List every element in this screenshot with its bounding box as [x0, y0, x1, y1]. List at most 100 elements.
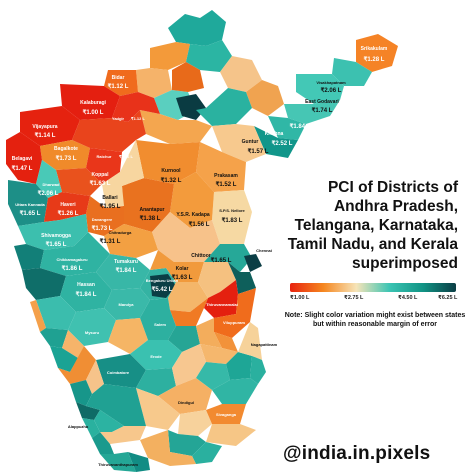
value-dharwad: ₹2.06 L — [38, 190, 59, 197]
value-guntur: ₹1.57 L — [248, 148, 269, 155]
value-davangere: ₹1.73 L — [92, 225, 113, 232]
label-ballari: Ballari — [102, 195, 118, 201]
region-chamarajanagar — [108, 318, 148, 354]
region-anantapur — [122, 178, 174, 232]
legend-ticks: ₹1.00 L ₹2.75 L ₹4.50 L ₹6.25 L — [286, 295, 462, 307]
region-chitradurga — [104, 224, 158, 258]
region-kannur — [40, 328, 68, 348]
value-hassan: ₹1.84 L — [76, 291, 97, 298]
value-chikkamagaluru: ₹1.86 L — [62, 265, 83, 272]
region-kalaburagi — [60, 84, 120, 120]
region-guntur — [212, 124, 266, 162]
author-handle: @india.in.pixels — [283, 443, 431, 464]
region-mandya — [104, 288, 150, 320]
value-haveri: ₹1.26 L — [58, 210, 79, 217]
value-bagalkote: ₹1.73 L — [56, 155, 77, 162]
label-chitradurga: Chitradurga — [109, 230, 132, 235]
region-visakhapatnam — [296, 74, 344, 104]
region-east-godavari — [284, 100, 340, 124]
region-koppal — [86, 148, 122, 184]
region-shivamogga — [18, 214, 88, 250]
region-vizianagaram — [332, 58, 372, 86]
region-thiruvarur — [250, 356, 266, 384]
label-tumakuru: Tumakuru — [114, 259, 138, 265]
value-shivamogga: ₹1.65 L — [46, 241, 67, 248]
label-chikkamagaluru: Chikkamagaluru — [56, 257, 88, 262]
region-coimbatore — [96, 354, 146, 388]
region-perambalur — [196, 318, 222, 348]
region-ariyalur — [200, 344, 238, 364]
label-coimbatore: Coimbatore — [107, 370, 130, 375]
region-dharwad — [36, 160, 62, 198]
region-thoothukudi — [192, 442, 222, 464]
value-bidar: ₹1.12 L — [108, 83, 129, 90]
label-hassan: Hassan — [77, 282, 95, 288]
label-dharwad: Dharwad — [43, 182, 60, 187]
region-virudhunagar — [168, 430, 206, 456]
region-kollam — [92, 432, 114, 454]
label-bagalkote: Bagalkote — [54, 146, 78, 152]
region-nellore — [212, 190, 252, 244]
region-nagapattinam — [238, 322, 262, 360]
label-koppal: Koppal — [92, 172, 110, 178]
value-kalaburagi: ₹1.00 L — [83, 109, 104, 116]
region-sangareddy — [172, 62, 204, 92]
region-west-godavari — [268, 116, 306, 140]
legend-tick-2: ₹2.75 L — [344, 295, 364, 301]
region-pathanamthitta — [100, 426, 146, 444]
label-uttara-kannada: Uttara Kannada — [15, 202, 45, 207]
region-khammam — [246, 80, 284, 116]
value-kurnool: ₹1.32 L — [161, 177, 182, 184]
value-prakasam: ₹1.52 L — [216, 181, 237, 188]
label-thiruvananthapuram: Thiruvananthapuram — [98, 462, 138, 467]
region-kottayam — [94, 410, 124, 432]
region-ernakulam — [76, 402, 100, 420]
label-viluppuram: Viluppuram — [223, 320, 245, 325]
region-chittoor — [152, 212, 220, 262]
value-kolar: ₹1.63 L — [172, 274, 193, 281]
region-belagavi — [6, 132, 42, 184]
region-medak — [136, 68, 172, 98]
label-guntur: Guntur — [242, 139, 259, 145]
region-thanjavur — [226, 352, 252, 380]
label-erode: Erode — [150, 354, 162, 359]
region-karimnagar — [186, 40, 232, 72]
region-salem — [140, 298, 176, 340]
region-hassan — [60, 272, 112, 312]
value-uttara-kannada: ₹1.65 L — [20, 210, 41, 217]
region-davangere — [86, 196, 124, 236]
region-namakkal — [168, 326, 200, 352]
region-chikkamagaluru — [40, 232, 110, 276]
label-shivamogga: Shivamogga — [41, 233, 71, 239]
region-chennai — [244, 254, 262, 272]
label-nellore: S.P.S. Nellore — [219, 208, 245, 213]
label-kurnool: Kurnool — [161, 168, 181, 174]
label-kalaburagi: Kalaburagi — [80, 100, 106, 106]
region-haveri — [44, 192, 90, 222]
region-prakasam — [196, 142, 246, 192]
label-visakhapatnam: Visakhapatnam — [316, 80, 346, 85]
region-tumakuru — [96, 254, 150, 290]
label-east-godavari: East Godavari — [305, 99, 339, 105]
label-mandya: Mandya — [119, 302, 135, 307]
value-chittoor: ₹1.65 L — [211, 257, 232, 264]
disclaimer-note: Note: Slight color variation might exist… — [284, 312, 466, 328]
legend-gradient-bar — [290, 283, 456, 292]
value-vijayapura: ₹1.14 L — [35, 132, 56, 139]
region-thiruvannamalai — [204, 280, 238, 318]
legend-tick-4: ₹6.25 L — [438, 295, 458, 301]
region-theni — [136, 388, 180, 430]
region-adilabad — [168, 10, 226, 46]
label-mysuru: Mysuru — [85, 330, 100, 335]
label-sivaganga: Sivaganga — [216, 412, 237, 417]
region-srikakulam — [356, 34, 398, 72]
region-kadapa — [170, 172, 214, 228]
label-krishna: Krishna — [265, 131, 284, 137]
region-kolar — [150, 250, 204, 282]
region-kurnool — [136, 140, 200, 184]
label-srikakulam: Srikakulam — [361, 46, 388, 52]
region-tiruchirappalli — [196, 362, 230, 390]
region-vellore — [198, 262, 236, 298]
region-nizamabad — [150, 42, 190, 70]
region-udupi — [14, 244, 44, 270]
